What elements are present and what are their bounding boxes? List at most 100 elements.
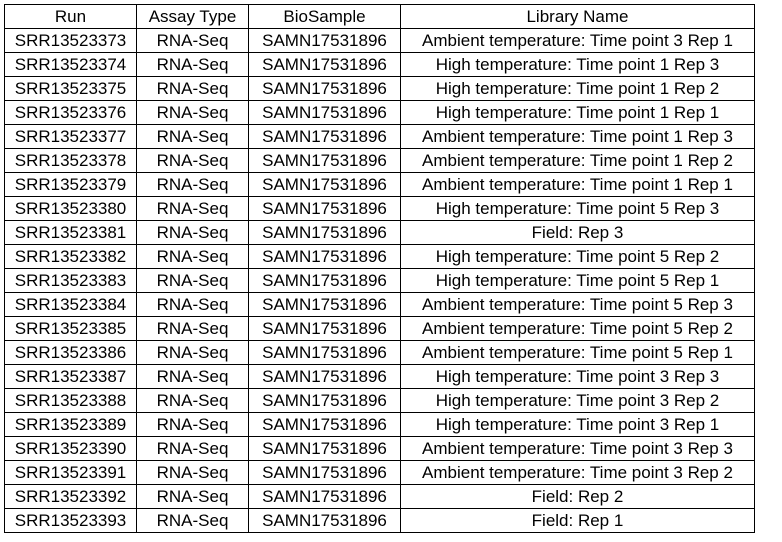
assay-type-cell: RNA-Seq: [136, 316, 249, 341]
biosample-cell: SAMN17531896: [248, 436, 401, 461]
assay-type-cell: RNA-Seq: [136, 268, 249, 293]
table-row: SRR13523388 RNA-Seq SAMN17531896 High tempe…: [4, 388, 755, 413]
run-cell: SRR13523387: [4, 364, 137, 389]
assay-type-cell: RNA-Seq: [136, 244, 249, 269]
biosample-cell: SAMN17531896: [248, 364, 401, 389]
run-cell: SRR13523390: [4, 436, 137, 461]
column-header-biosample: BioSample: [248, 4, 401, 29]
run-cell: SRR13523374: [4, 52, 137, 77]
assay-type-cell: RNA-Seq: [136, 460, 249, 485]
library-name-cell: Ambient temperature: Time point 3 Rep 2: [400, 460, 755, 485]
table-row: SRR13523378 RNA-Seq SAMN17531896 Ambient te…: [4, 148, 755, 173]
table-row: SRR13523382 RNA-Seq SAMN17531896 High tempe…: [4, 244, 755, 269]
table-row: SRR13523377 RNA-Seq SAMN17531896 Ambient te…: [4, 124, 755, 149]
run-cell: SRR13523383: [4, 268, 137, 293]
library-name-cell: Ambient temperature: Time point 5 Rep 3: [400, 292, 755, 317]
assay-type-cell: RNA-Seq: [136, 52, 249, 77]
biosample-cell: SAMN17531896: [248, 484, 401, 509]
biosample-cell: SAMN17531896: [248, 148, 401, 173]
library-name-cell: High temperature: Time point 1 Rep 3: [400, 52, 755, 77]
library-name-cell: Ambient temperature: Time point 1 Rep 3: [400, 124, 755, 149]
library-name-cell: Ambient temperature: Time point 5 Rep 1: [400, 340, 755, 365]
run-cell: SRR13523382: [4, 244, 137, 269]
table-row: SRR13523383 RNA-Seq SAMN17531896 High tempe…: [4, 268, 755, 293]
table-row: SRR13523375 RNA-Seq SAMN17531896 High tempe…: [4, 76, 755, 101]
biosample-cell: SAMN17531896: [248, 124, 401, 149]
assay-type-cell: RNA-Seq: [136, 148, 249, 173]
run-cell: SRR13523375: [4, 76, 137, 101]
table-row: SRR13523390 RNA-Seq SAMN17531896 Ambient te…: [4, 436, 755, 461]
assay-type-cell: RNA-Seq: [136, 340, 249, 365]
library-name-cell: High temperature: Time point 1 Rep 2: [400, 76, 755, 101]
assay-type-cell: RNA-Seq: [136, 412, 249, 437]
run-cell: SRR13523377: [4, 124, 137, 149]
assay-type-cell: RNA-Seq: [136, 220, 249, 245]
library-name-cell: High temperature: Time point 5 Rep 3: [400, 196, 755, 221]
biosample-cell: SAMN17531896: [248, 28, 401, 53]
biosample-cell: SAMN17531896: [248, 460, 401, 485]
header-row: Run Assay Type BioSample Library Name: [4, 4, 755, 29]
biosample-cell: SAMN17531896: [248, 292, 401, 317]
run-cell: SRR13523376: [4, 100, 137, 125]
run-cell: SRR13523388: [4, 388, 137, 413]
library-name-cell: Ambient temperature: Time point 1 Rep 2: [400, 148, 755, 173]
assay-type-cell: RNA-Seq: [136, 388, 249, 413]
table-row: SRR13523389 RNA-Seq SAMN17531896 High tempe…: [4, 412, 755, 437]
biosample-cell: SAMN17531896: [248, 268, 401, 293]
column-header-run: Run: [4, 4, 137, 29]
library-name-cell: Ambient temperature: Time point 1 Rep 1: [400, 172, 755, 197]
run-cell: SRR13523391: [4, 460, 137, 485]
library-name-cell: Ambient temperature: Time point 5 Rep 2: [400, 316, 755, 341]
library-name-cell: High temperature: Time point 3 Rep 3: [400, 364, 755, 389]
assay-type-cell: RNA-Seq: [136, 364, 249, 389]
run-cell: SRR13523381: [4, 220, 137, 245]
run-cell: SRR13523378: [4, 148, 137, 173]
library-name-cell: High temperature: Time point 5 Rep 1: [400, 268, 755, 293]
assay-type-cell: RNA-Seq: [136, 76, 249, 101]
assay-type-cell: RNA-Seq: [136, 172, 249, 197]
table-row: SRR13523373 RNA-Seq SAMN17531896 Ambient te…: [4, 28, 755, 53]
table-row: SRR13523387 RNA-Seq SAMN17531896 High tempe…: [4, 364, 755, 389]
assay-type-cell: RNA-Seq: [136, 196, 249, 221]
run-cell: SRR13523386: [4, 340, 137, 365]
assay-type-cell: RNA-Seq: [136, 28, 249, 53]
library-name-cell: Field: Rep 3: [400, 220, 755, 245]
assay-type-cell: RNA-Seq: [136, 124, 249, 149]
table-row: SRR13523380 RNA-Seq SAMN17531896 High tempe…: [4, 196, 755, 221]
table-row: SRR13523386 RNA-Seq SAMN17531896 Ambient te…: [4, 340, 755, 365]
column-header-assay-type: Assay Type: [136, 4, 249, 29]
library-name-cell: High temperature: Time point 5 Rep 2: [400, 244, 755, 269]
run-cell: SRR13523380: [4, 196, 137, 221]
library-name-cell: Ambient temperature: Time point 3 Rep 3: [400, 436, 755, 461]
run-cell: SRR13523389: [4, 412, 137, 437]
biosample-cell: SAMN17531896: [248, 508, 401, 533]
biosample-cell: SAMN17531896: [248, 196, 401, 221]
biosample-cell: SAMN17531896: [248, 100, 401, 125]
biosample-cell: SAMN17531896: [248, 340, 401, 365]
biosample-cell: SAMN17531896: [248, 76, 401, 101]
run-cell: SRR13523392: [4, 484, 137, 509]
assay-type-cell: RNA-Seq: [136, 508, 249, 533]
table-row: SRR13523374 RNA-Seq SAMN17531896 High tempe…: [4, 52, 755, 77]
table-row: SRR13523392 RNA-Seq SAMN17531896 Field: Rep…: [4, 484, 755, 509]
biosample-cell: SAMN17531896: [248, 220, 401, 245]
run-cell: SRR13523385: [4, 316, 137, 341]
run-cell: SRR13523384: [4, 292, 137, 317]
biosample-cell: SAMN17531896: [248, 52, 401, 77]
table-row: SRR13523391 RNA-Seq SAMN17531896 Ambient te…: [4, 460, 755, 485]
run-table: Run Assay Type BioSample Library Name SR…: [4, 4, 755, 533]
column-header-library-name: Library Name: [400, 4, 755, 29]
biosample-cell: SAMN17531896: [248, 244, 401, 269]
assay-type-cell: RNA-Seq: [136, 100, 249, 125]
run-cell: SRR13523379: [4, 172, 137, 197]
library-name-cell: High temperature: Time point 3 Rep 1: [400, 412, 755, 437]
biosample-cell: SAMN17531896: [248, 316, 401, 341]
table-row: SRR13523376 RNA-Seq SAMN17531896 High tempe…: [4, 100, 755, 125]
assay-type-cell: RNA-Seq: [136, 292, 249, 317]
biosample-cell: SAMN17531896: [248, 172, 401, 197]
biosample-cell: SAMN17531896: [248, 412, 401, 437]
run-cell: SRR13523393: [4, 508, 137, 533]
table-row: SRR13523384 RNA-Seq SAMN17531896 Ambient te…: [4, 292, 755, 317]
table-header: Run Assay Type BioSample Library Name: [4, 4, 755, 29]
table-row: SRR13523379 RNA-Seq SAMN17531896 Ambient te…: [4, 172, 755, 197]
